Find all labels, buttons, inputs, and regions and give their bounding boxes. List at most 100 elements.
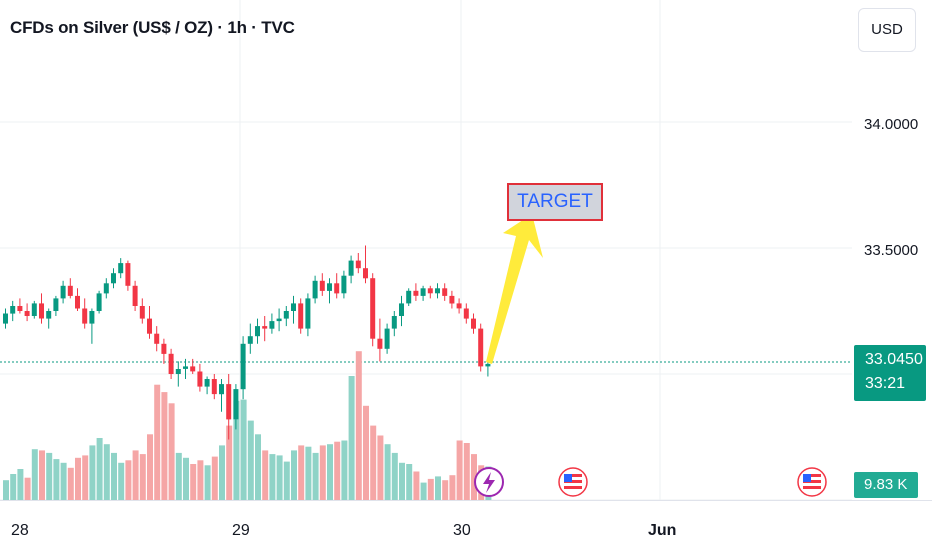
candle [24, 303, 30, 322]
candle-body [183, 366, 188, 369]
volume-bar [327, 444, 333, 500]
volume-bar [413, 471, 420, 500]
candle-body [10, 306, 16, 314]
candle [219, 379, 224, 412]
candle-body [175, 369, 181, 374]
volume-badge: 9.83 K [854, 472, 918, 498]
candle [463, 303, 469, 324]
candle [319, 273, 325, 296]
current-price-badge: 33.0450 33:21 [854, 345, 926, 401]
candle [233, 384, 239, 430]
volume-bar [204, 465, 211, 500]
candle [82, 298, 88, 329]
volume-bar [355, 351, 362, 500]
chart-title: CFDs on Silver (US$ / OZ) · 1h · TVC [10, 18, 295, 37]
time-tick-label: 29 [232, 522, 250, 539]
candle-body [406, 290, 412, 304]
candle [75, 288, 80, 311]
candle-body [111, 273, 116, 284]
volume-bar [399, 462, 405, 500]
volume-bar [139, 454, 146, 500]
candle-body [327, 283, 332, 291]
volume-bar [391, 452, 398, 500]
volume-bar [283, 461, 290, 500]
candle [161, 338, 167, 364]
volume-bar [118, 462, 125, 500]
candle-body [463, 308, 469, 319]
candle [31, 300, 37, 319]
candle [327, 278, 332, 304]
candle [67, 278, 73, 299]
us-flag-icon[interactable] [797, 467, 827, 497]
candle-body [370, 278, 376, 339]
volume-bar [31, 449, 38, 500]
candle [154, 326, 160, 352]
volume-bar [190, 464, 197, 500]
volume-bar [24, 477, 31, 500]
candle [175, 361, 181, 387]
candle [183, 358, 188, 379]
candle [355, 253, 361, 274]
time-tick-label: 28 [11, 522, 29, 539]
candle [147, 306, 152, 339]
volume-bar [175, 452, 182, 500]
volume-bar [3, 480, 9, 500]
volume-bars [3, 351, 492, 500]
target-arrow [486, 214, 543, 364]
lightning-icon[interactable] [474, 467, 504, 497]
candle-body [67, 285, 73, 296]
volume-bar [406, 464, 413, 500]
candle [384, 323, 390, 354]
volume-bar [240, 399, 247, 500]
event-markers [474, 467, 827, 497]
candle [118, 258, 124, 279]
candle [190, 358, 196, 374]
candle [60, 280, 66, 304]
candle-body [82, 308, 88, 324]
candle [413, 283, 419, 301]
candle-body [291, 303, 296, 311]
candle-body [46, 311, 52, 319]
candle-body [3, 313, 8, 324]
target-label[interactable]: TARGET [507, 183, 603, 221]
candle-body [276, 318, 282, 322]
candle-body [139, 306, 145, 319]
volume-bar [233, 400, 240, 500]
candle-body [161, 343, 167, 354]
candle [435, 283, 440, 299]
volume-bar [291, 450, 297, 500]
volume-bar [471, 454, 477, 500]
volume-bar [348, 376, 355, 500]
currency-button[interactable]: USD [858, 8, 916, 52]
us-flag-icon[interactable] [558, 467, 588, 497]
candle [168, 348, 174, 379]
volume-bar [262, 450, 269, 500]
volume-bar [312, 452, 319, 500]
candle-body [125, 263, 131, 286]
candle [269, 313, 275, 334]
candle [391, 311, 397, 337]
volume-bar [384, 444, 391, 500]
candle-body [154, 333, 160, 344]
candle-body [60, 285, 66, 299]
volume-bar [255, 434, 261, 500]
candle [298, 298, 304, 334]
volume-bar [247, 420, 254, 500]
candle [226, 374, 232, 440]
volume-bar [427, 478, 434, 500]
candle [3, 308, 8, 329]
candle [89, 308, 95, 344]
volume-bar [46, 452, 53, 500]
current-price-value: 33.0450 [865, 351, 923, 368]
candle-body [147, 318, 152, 334]
candle [125, 260, 131, 291]
candle [96, 290, 102, 314]
volume-bar [363, 405, 369, 500]
candle [39, 293, 44, 324]
volume-bar [449, 475, 456, 500]
candle [363, 245, 368, 284]
candle [348, 255, 354, 284]
volume-bar [17, 469, 24, 500]
candle-body [240, 343, 246, 390]
